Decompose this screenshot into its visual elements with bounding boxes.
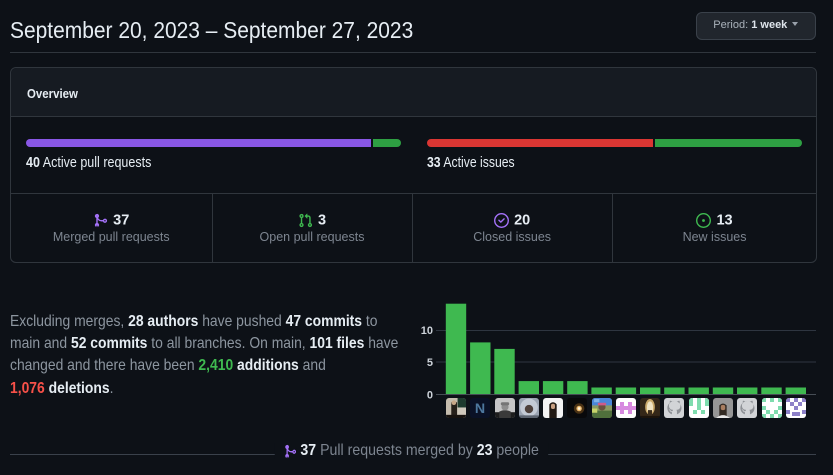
svg-text:5: 5 [427, 357, 433, 369]
svg-text:N: N [475, 400, 485, 416]
svg-text:0: 0 [427, 390, 433, 402]
svg-text:10: 10 [421, 325, 433, 337]
